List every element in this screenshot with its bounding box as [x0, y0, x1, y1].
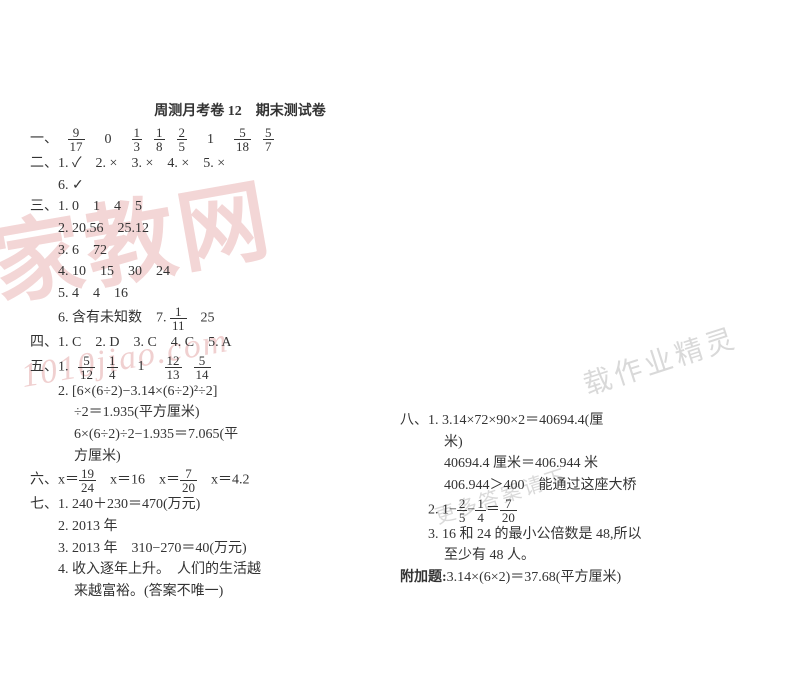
value: 1	[124, 359, 159, 374]
section-8-l1b: 米)	[400, 432, 760, 454]
fraction: 1924	[79, 467, 96, 494]
sheet-title: 周测月考卷 12 期末测试卷	[90, 100, 390, 120]
fraction: 518	[234, 126, 251, 153]
section-8-l5: 3. 16 和 24 的最小公倍数是 48,所以	[400, 524, 760, 546]
text: 1.	[58, 359, 72, 374]
watermark-gray-1: 载作业精灵	[578, 316, 743, 403]
label: 附加题:	[400, 570, 447, 585]
section-7-l1: 七、1. 240＋230＝470(万元)	[30, 494, 390, 516]
section-7-l4: 4. 收入逐年上升。 人们的生活越	[30, 559, 390, 581]
section-3-l5: 5. 4 4 16	[30, 283, 390, 305]
text: 1. 240＋230＝470(万元)	[58, 497, 200, 512]
section-8-l1: 八、1. 3.14×72×90×2＝40694.4(厘	[400, 410, 760, 432]
label: 四、	[30, 335, 58, 350]
section-3-l6: 6. 含有未知数 7. 111 25	[30, 305, 390, 332]
text: x＝	[58, 473, 79, 488]
section-5-l5: 方厘米)	[30, 446, 390, 468]
fraction: 512	[78, 354, 95, 381]
right-column: 八、1. 3.14×72×90×2＝40694.4(厘 米) 40694.4 厘…	[400, 410, 760, 589]
section-8-l4: 2. 1−25−14＝720	[400, 497, 760, 524]
section-6: 六、x＝1924 x＝16 x＝720 x＝4.2	[30, 467, 390, 494]
text: 1. 3.14×72×90×2＝40694.4(厘	[428, 413, 603, 428]
label: 一、	[30, 132, 58, 147]
section-7-l2: 2. 2013 年	[30, 516, 390, 538]
section-1: 一、 917 0 13 18 25 1 518 57	[30, 126, 390, 153]
text: 1. 0 1 4 5	[58, 199, 142, 214]
fraction: 111	[170, 305, 187, 332]
fraction: 720	[500, 497, 517, 524]
fraction: 18	[154, 126, 165, 153]
fraction: 1213	[165, 354, 182, 381]
extra-question: 附加题:3.14×(6×2)＝37.68(平方厘米)	[400, 567, 760, 589]
label: 八、	[400, 413, 428, 428]
text: ＝	[486, 502, 500, 517]
section-4: 四、1. C 2. D 3. C 4. C 5. A	[30, 332, 390, 354]
section-3-l2: 2. 20.56 25.12	[30, 218, 390, 240]
fraction: 917	[68, 126, 85, 153]
label: 七、	[30, 497, 58, 512]
text: 25	[187, 311, 215, 326]
text: 1. C 2. D 3. C 4. C 5. A	[58, 335, 231, 350]
fraction: 14	[107, 354, 118, 381]
value: 0	[91, 132, 126, 147]
section-5-l3: ÷2＝1.935(平方厘米)	[30, 402, 390, 424]
label: 三、	[30, 199, 58, 214]
section-8-l6: 至少有 48 人。	[400, 545, 760, 567]
text: x＝16 x＝	[96, 473, 180, 488]
section-5-l2: 2. [6×(6÷2)−3.14×(6÷2)²÷2]	[30, 381, 390, 403]
fraction: 720	[180, 467, 197, 494]
fraction: 25	[177, 126, 188, 153]
section-8-l2: 40694.4 厘米＝406.944 米	[400, 453, 760, 475]
section-2-line2: 6. ✓	[30, 175, 390, 197]
answer-sheet: 周测月考卷 12 期末测试卷 一、 917 0 131825 1 51857 二…	[0, 0, 800, 120]
text: 3.14×(6×2)＝37.68(平方厘米)	[447, 570, 621, 585]
section-5-l1: 五、1. 512 14 1 1213 514	[30, 354, 390, 381]
fraction: 25	[457, 497, 468, 524]
label: 六、	[30, 473, 58, 488]
value: 1	[193, 132, 228, 147]
section-8-l3: 406.944＞400 能通过这座大桥	[400, 475, 760, 497]
section-3-l1: 三、1. 0 1 4 5	[30, 196, 390, 218]
label: 二、	[30, 156, 58, 171]
fraction: 14	[475, 497, 486, 524]
text: x＝4.2	[197, 473, 250, 488]
section-7-l5: 来越富裕。(答案不唯一)	[30, 581, 390, 603]
section-7-l3: 3. 2013 年 310−270＝40(万元)	[30, 538, 390, 560]
section-2-line1: 二、1. ✓ 2. × 3. × 4. × 5. ×	[30, 153, 390, 175]
text: −	[467, 502, 475, 517]
fraction: 13	[132, 126, 143, 153]
section-3-l3: 3. 6 72	[30, 240, 390, 262]
label: 五、	[30, 359, 58, 374]
section-3-l4: 4. 10 15 30 24	[30, 261, 390, 283]
section-5-l4: 6×(6÷2)÷2−1.935＝7.065(平	[30, 424, 390, 446]
text: 2. 1−	[428, 502, 457, 517]
fraction: 514	[194, 354, 211, 381]
left-column: 周测月考卷 12 期末测试卷 一、 917 0 13 18 25 1 518 57 二…	[30, 100, 390, 603]
text: 1. ✓ 2. × 3. × 4. × 5. ×	[58, 156, 225, 171]
text: 6. 含有未知数 7.	[58, 311, 170, 326]
fraction: 57	[263, 126, 274, 153]
